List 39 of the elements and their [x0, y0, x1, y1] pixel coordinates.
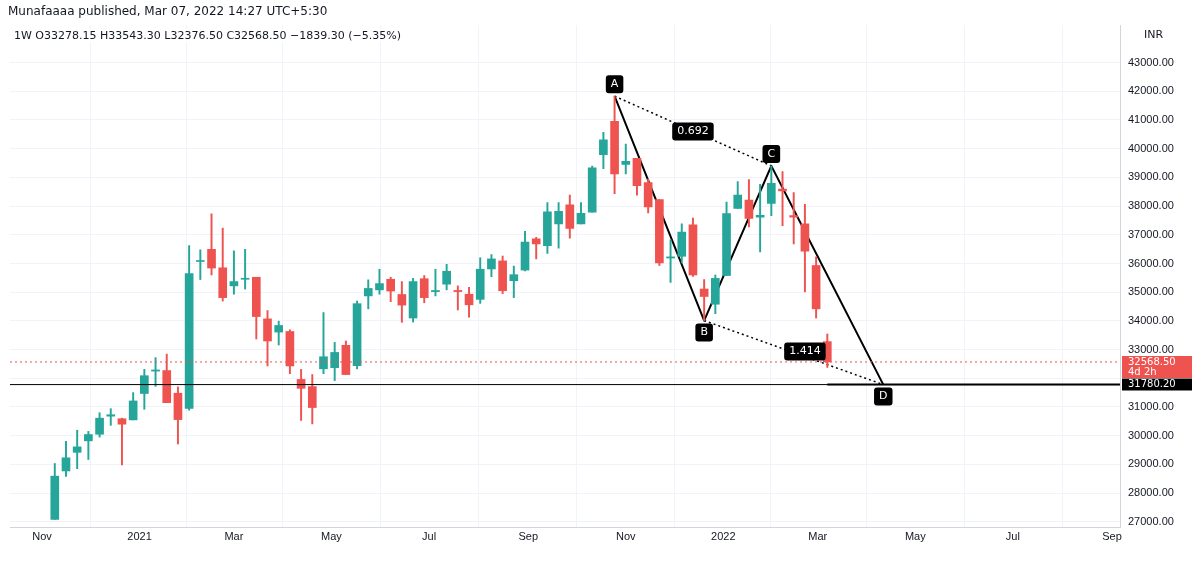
- y-tick-label: 29000.00: [1128, 457, 1174, 470]
- y-tick-label: 36000.00: [1128, 256, 1174, 269]
- x-tick-label: Sep: [1102, 530, 1122, 543]
- y-tick-label: 33000.00: [1128, 342, 1174, 355]
- annotation: B: [700, 325, 708, 339]
- y-tick-label: 42000.00: [1128, 84, 1174, 97]
- y-tick-label: 34000.00: [1128, 313, 1174, 326]
- x-tick-label: Mar: [224, 530, 244, 543]
- y-tick-label: 38000.00: [1128, 199, 1174, 212]
- annotation: A: [610, 77, 619, 91]
- y-tick-label: 31000.00: [1128, 400, 1174, 413]
- y-tick-label: 27000.00: [1128, 514, 1174, 527]
- y-tick-label: 43000.00: [1128, 55, 1174, 68]
- y-tick-label: 40000.00: [1128, 141, 1174, 154]
- ref-line-label: 32568.50 4d 2h: [1128, 355, 1176, 377]
- x-tick-label: Nov: [616, 530, 637, 543]
- y-tick-label: 37000.00: [1128, 227, 1174, 240]
- x-tick-label: Mar: [808, 530, 828, 543]
- chart-subtitle: 1W O33278.15 H33543.30 L32376.50 C32568.50 −1839.30 (−5.35%): [14, 29, 401, 42]
- x-tick-label: Nov: [32, 530, 53, 543]
- annotation: 1.414: [789, 344, 821, 358]
- annotation: D: [879, 389, 888, 403]
- x-tick-label: 2021: [127, 530, 152, 543]
- x-tick-label: Jul: [1005, 530, 1020, 543]
- x-tick-label: 2022: [711, 530, 736, 543]
- text: INR: [1144, 27, 1164, 41]
- x-tick-label: May: [321, 530, 343, 543]
- y-tick-label: 41000.00: [1128, 113, 1174, 126]
- y-tick-label: 30000.00: [1128, 428, 1174, 441]
- annotation: C: [767, 146, 776, 160]
- y-tick-label: 39000.00: [1128, 170, 1174, 183]
- x-tick-label: Sep: [518, 530, 538, 543]
- y-tick-label: 28000.00: [1128, 486, 1174, 499]
- chart-title: Munafaaaa published, Mar 07, 2022 14:27 UTC+5:30: [8, 4, 328, 18]
- x-tick-label: Jul: [422, 530, 437, 543]
- x-tick-label: May: [904, 530, 927, 543]
- y-tick-label: 35000.00: [1128, 285, 1174, 298]
- annotation: 0.692: [677, 124, 709, 138]
- ref-line-label: 31780.20: [1128, 378, 1176, 390]
